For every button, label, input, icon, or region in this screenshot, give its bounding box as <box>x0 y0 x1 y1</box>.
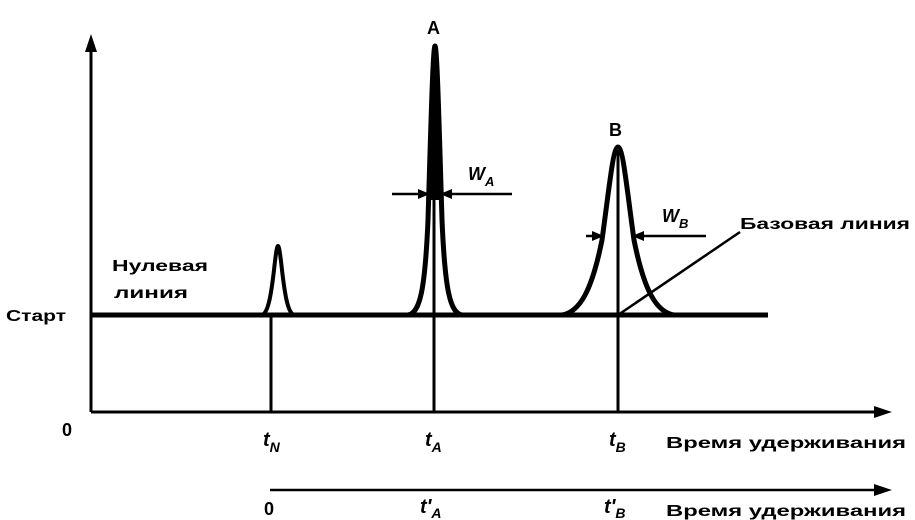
zero-line-label-1: Нулевая <box>112 258 208 275</box>
t-a-prime-label: t'A <box>420 496 442 520</box>
t-b-prime-label: t'B <box>604 496 626 520</box>
t-n-label: tN <box>263 429 281 455</box>
peak-a-label: A <box>427 18 440 38</box>
x-axis-arrow-icon <box>874 406 892 418</box>
width-a-left-arrow-icon <box>418 189 430 199</box>
origin-zero-label: 0 <box>62 420 72 440</box>
width-b-right-arrow-icon <box>632 231 644 241</box>
baseline-pointer <box>617 230 741 317</box>
t-b-label: tB <box>609 429 626 455</box>
width-b-left-arrow-icon <box>592 231 604 241</box>
axis2-label: Время удерживания <box>666 503 906 520</box>
y-axis-arrow-icon <box>85 34 97 52</box>
axis2-zero-label: 0 <box>264 499 274 519</box>
peak-n <box>260 243 296 317</box>
zero-line-label-2: линия <box>114 285 188 302</box>
width-a-right-arrow-icon <box>440 189 452 199</box>
peak-b-label: B <box>609 120 622 140</box>
baseline-label: Базовая линия <box>740 216 910 233</box>
peak-b <box>561 144 675 318</box>
width-b-label: WB <box>662 206 688 231</box>
adjusted-axis-arrow-icon <box>874 484 892 496</box>
t-a-label: tA <box>425 429 442 455</box>
axis1-label: Время удерживания <box>666 435 906 452</box>
width-a-label: WA <box>468 164 494 189</box>
start-label: Старт <box>6 308 66 325</box>
peak-a <box>407 43 463 318</box>
